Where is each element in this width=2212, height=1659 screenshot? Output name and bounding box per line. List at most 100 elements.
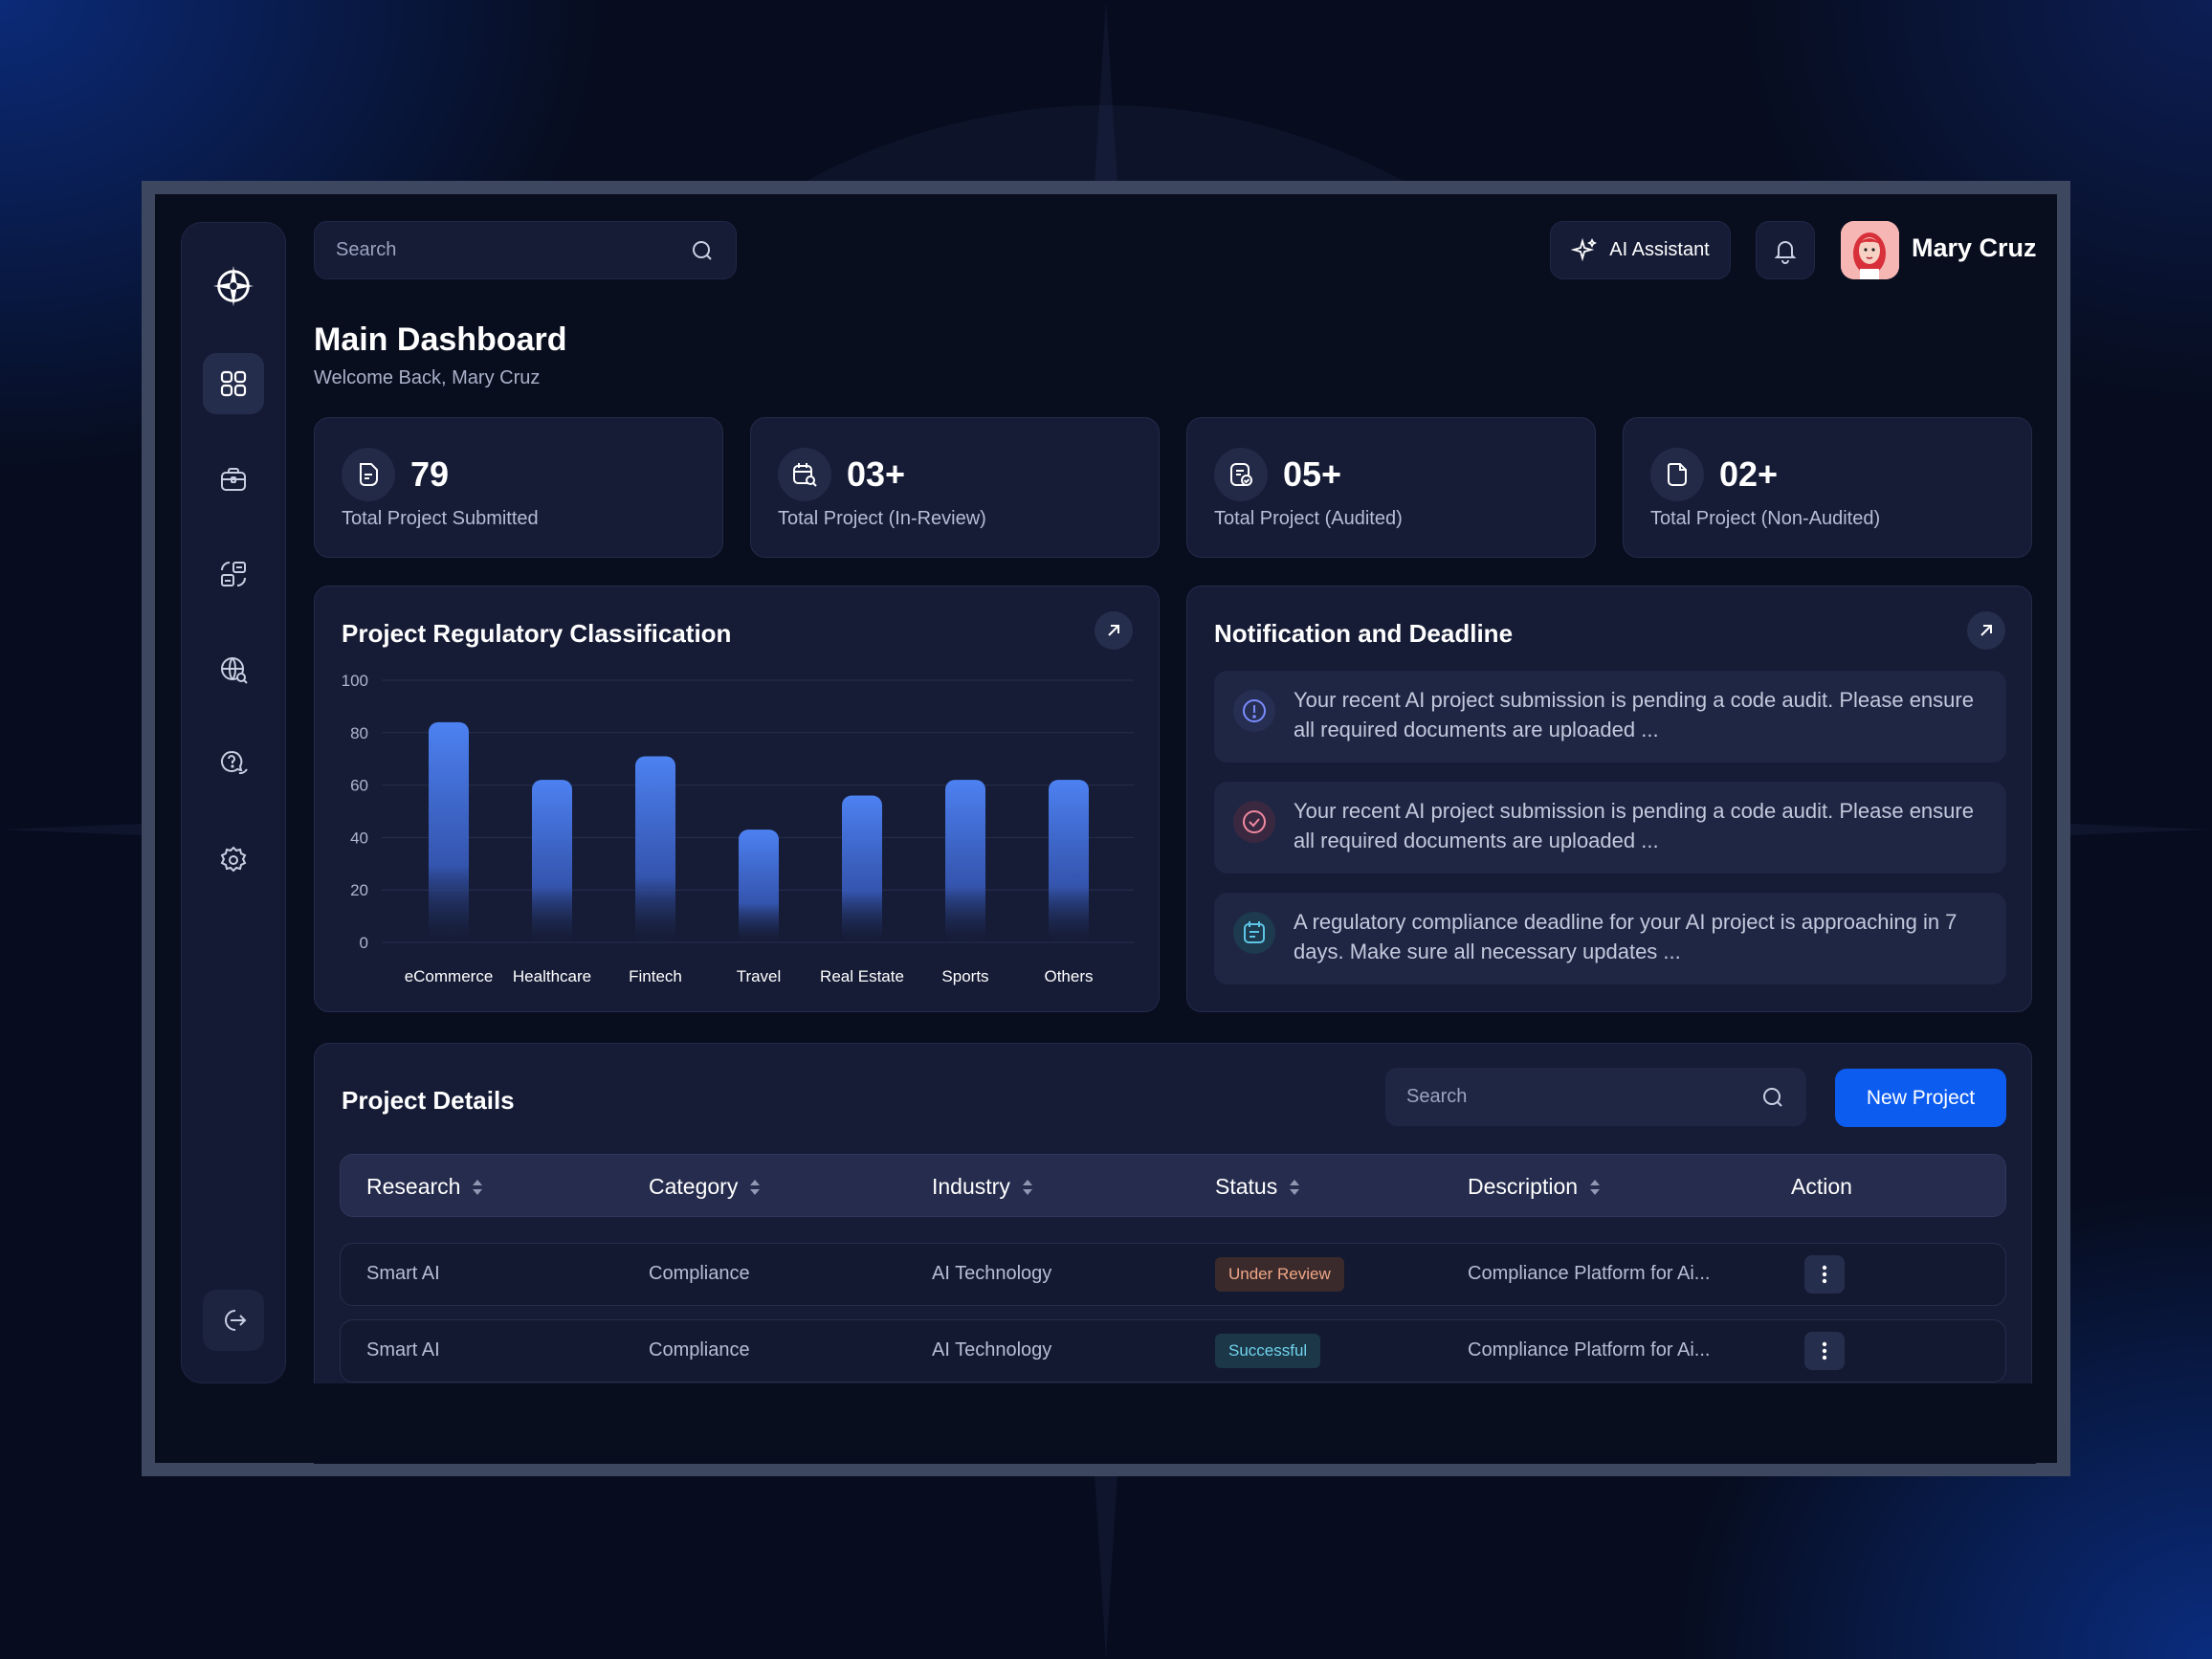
- chart-expand-button[interactable]: [1095, 611, 1133, 650]
- status-badge: Under Review: [1215, 1257, 1344, 1292]
- calendar-search-icon: [778, 448, 831, 501]
- y-tick-label: 40: [350, 829, 368, 847]
- sort-icon: [473, 1179, 483, 1195]
- chart-card: Project Regulatory Classification 0 20 40 6…: [314, 586, 1160, 1012]
- y-tick-label: 80: [350, 724, 368, 742]
- x-tick-label: Others: [1044, 967, 1093, 985]
- projects-layout-icon[interactable]: [203, 543, 264, 605]
- checked-document-icon: [1214, 448, 1268, 501]
- stat-label: Total Project Submitted: [342, 508, 539, 529]
- briefcase-icon[interactable]: [203, 449, 264, 510]
- page-subtitle: Welcome Back, Mary Cruz: [314, 367, 541, 388]
- cell-category: Compliance: [649, 1339, 750, 1360]
- table-row[interactable]: Smart AI Compliance AI Technology Succes…: [340, 1319, 2006, 1382]
- settings-gear-icon[interactable]: [203, 830, 264, 891]
- dashboard-grid-icon[interactable]: [203, 353, 264, 414]
- column-label: Industry: [932, 1174, 1010, 1199]
- bar-real-estate[interactable]: [842, 795, 882, 942]
- notification-item[interactable]: Your recent AI project submission is pen…: [1214, 782, 2006, 874]
- more-actions-button[interactable]: [1804, 1255, 1845, 1294]
- notification-text: A regulatory compliance deadline for you…: [1294, 910, 1958, 963]
- search-input[interactable]: Search: [314, 221, 737, 279]
- ai-assistant-label: AI Assistant: [1609, 239, 1710, 260]
- notification-item[interactable]: A regulatory compliance deadline for you…: [1214, 893, 2006, 984]
- x-tick-label: Fintech: [629, 967, 682, 985]
- arrow-up-right-icon: [1108, 625, 1119, 636]
- notification-card: Notification and Deadline Your recent AI…: [1186, 586, 2032, 1012]
- table-row[interactable]: Smart AI Compliance AI Technology Under …: [340, 1243, 2006, 1306]
- column-label: Status: [1215, 1174, 1278, 1199]
- stat-card-in-review[interactable]: 03+ Total Project (In-Review): [750, 417, 1160, 558]
- cell-industry: AI Technology: [932, 1339, 1052, 1360]
- help-chat-icon[interactable]: [203, 734, 264, 795]
- cell-description: Compliance Platform for Ai...: [1468, 1263, 1711, 1284]
- column-description[interactable]: Description: [1468, 1174, 1601, 1200]
- column-research[interactable]: Research: [366, 1174, 483, 1200]
- cell-research: Smart AI: [366, 1263, 440, 1284]
- column-action: Action: [1791, 1174, 1852, 1200]
- notification-expand-button[interactable]: [1967, 611, 2005, 650]
- sidebar: [181, 222, 286, 1383]
- column-industry[interactable]: Industry: [932, 1174, 1033, 1200]
- arrow-up-right-icon: [1980, 625, 1992, 636]
- status-badge: Successful: [1215, 1334, 1321, 1368]
- cell-description: Compliance Platform for Ai...: [1468, 1339, 1711, 1360]
- stat-label: Total Project (Audited): [1214, 508, 1403, 529]
- search-icon[interactable]: [690, 238, 715, 263]
- stat-card-non-audited[interactable]: 02+ Total Project (Non-Audited): [1623, 417, 2032, 558]
- globe-search-icon[interactable]: [203, 639, 264, 700]
- y-tick-label: 100: [342, 672, 368, 690]
- sort-icon: [1290, 1179, 1300, 1195]
- column-category[interactable]: Category: [649, 1174, 761, 1200]
- x-tick-label: eCommerce: [405, 967, 494, 985]
- notification-text: Your recent AI project submission is pen…: [1294, 799, 1974, 852]
- stat-value: 05+: [1283, 454, 1342, 494]
- notification-bell-button[interactable]: [1756, 221, 1815, 279]
- sort-icon: [1022, 1179, 1032, 1195]
- page-title: Main Dashboard: [314, 321, 567, 358]
- blank-document-icon: [1650, 448, 1704, 501]
- y-tick-label: 60: [350, 777, 368, 795]
- stat-card-audited[interactable]: 05+ Total Project (Audited): [1186, 417, 1596, 558]
- bar-ecommerce[interactable]: [429, 721, 469, 942]
- notification-item[interactable]: Your recent AI project submission is pen…: [1214, 671, 2006, 763]
- check-circle-icon: [1233, 801, 1275, 843]
- column-label: Action: [1791, 1174, 1852, 1199]
- stat-label: Total Project (In-Review): [778, 508, 986, 529]
- bell-icon: [1772, 237, 1799, 264]
- new-project-button[interactable]: New Project: [1835, 1069, 2006, 1127]
- project-search-input[interactable]: Search: [1385, 1068, 1806, 1126]
- content-clip: [314, 1383, 2036, 1464]
- table-header: Research Category Industry Status Descri…: [340, 1154, 2006, 1217]
- document-icon: [342, 448, 395, 501]
- cell-industry: AI Technology: [932, 1263, 1052, 1284]
- column-status[interactable]: Status: [1215, 1174, 1300, 1200]
- bar-sports[interactable]: [945, 780, 985, 942]
- x-tick-label: Sports: [941, 967, 988, 985]
- user-name[interactable]: Mary Cruz: [1912, 233, 2037, 262]
- ai-assistant-button[interactable]: AI Assistant: [1550, 221, 1731, 279]
- column-label: Research: [366, 1174, 461, 1199]
- sort-icon: [750, 1179, 761, 1195]
- bar-chart: 0 20 40 60 80 100 eCommerce Healthcare Fintech Tr…: [342, 672, 1134, 985]
- bar-travel[interactable]: [739, 830, 779, 942]
- column-label: Description: [1468, 1174, 1579, 1199]
- notification-text: Your recent AI project submission is pen…: [1294, 688, 1974, 741]
- bar-fintech[interactable]: [635, 756, 675, 942]
- column-label: Category: [649, 1174, 739, 1199]
- stat-card-submitted[interactable]: 79 Total Project Submitted: [314, 417, 723, 558]
- bar-healthcare[interactable]: [532, 780, 572, 942]
- notification-title: Notification and Deadline: [1214, 619, 1514, 648]
- calendar-icon: [1233, 912, 1275, 954]
- stat-value: 02+: [1719, 454, 1779, 494]
- more-actions-button[interactable]: [1804, 1332, 1845, 1370]
- avatar[interactable]: [1841, 221, 1899, 279]
- stat-value: 79: [410, 454, 450, 494]
- x-tick-label: Travel: [737, 967, 782, 985]
- logout-icon[interactable]: [203, 1290, 264, 1351]
- search-icon[interactable]: [1760, 1085, 1785, 1110]
- bar-others[interactable]: [1049, 780, 1089, 942]
- y-tick-label: 20: [350, 881, 368, 899]
- compass-logo-icon[interactable]: [203, 255, 264, 317]
- search-placeholder: Search: [336, 239, 397, 260]
